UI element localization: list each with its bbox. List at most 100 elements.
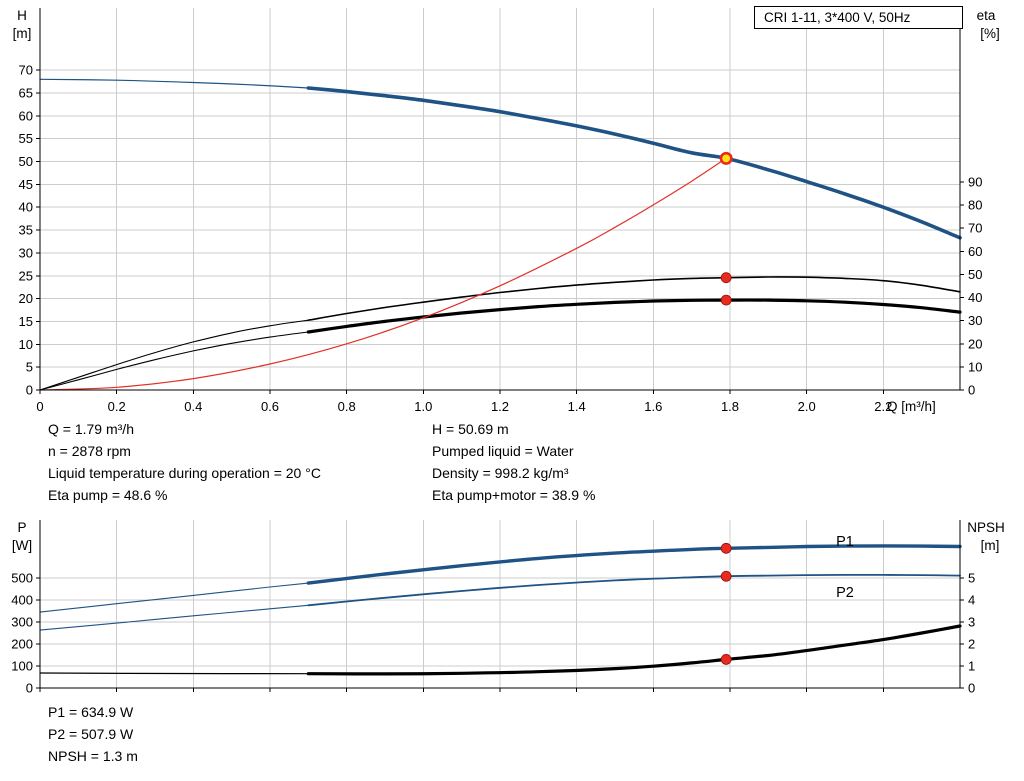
right-tick-label: 0: [968, 681, 975, 696]
right-tick-label: 20: [968, 336, 982, 351]
right-tick-label: 3: [968, 615, 975, 630]
left-tick-label: 500: [11, 570, 33, 585]
curve-p2-curve-lead: [39, 604, 309, 631]
left-tick-label: 0: [26, 681, 33, 696]
left-tick-label: 70: [19, 63, 33, 78]
right-tick-label: 10: [968, 359, 982, 374]
eta-pump-point: [720, 272, 732, 284]
left-tick-label: 0: [26, 383, 33, 398]
curve-p1-curve-lead: [39, 582, 309, 613]
x-tick-label: 1.0: [414, 399, 432, 414]
left-tick-label: 25: [19, 268, 33, 283]
curve-eta-pump-curve: [307, 276, 961, 321]
p2-point: [720, 570, 732, 582]
x-tick-label: 0.4: [184, 399, 202, 414]
right-axis-title: eta: [977, 8, 996, 23]
right-tick-label: 0: [968, 383, 975, 398]
right-tick-label: 40: [968, 290, 982, 305]
left-tick-label: 30: [19, 245, 33, 260]
density-value: Density = 998.2 kg/m³: [432, 465, 569, 481]
axis-titles: H [m] eta [%]: [13, 8, 1000, 41]
right-tick-label: 80: [968, 198, 982, 213]
right-tick-label: 50: [968, 267, 982, 282]
curve-eta-pump-motor-curve: [306, 298, 962, 334]
left-axis-unit: [W]: [12, 538, 32, 553]
curve-head-curve: [306, 86, 962, 240]
p1-point: [720, 542, 732, 554]
left-axis-unit: [m]: [13, 26, 32, 41]
left-tick-label: 400: [11, 592, 33, 607]
right-tick-label: 4: [968, 593, 975, 608]
right-tick-label: 5: [968, 571, 975, 586]
tick-labels: 0 5 10 15 20 25 30 35 40 45 50 55 60 65 70 0 10 20 30 40 50 6…: [19, 63, 983, 414]
curve-system-curve: [39, 157, 727, 391]
left-tick-label: 45: [19, 177, 33, 192]
grid: [40, 520, 960, 688]
npsh-value: NPSH = 1.3 m: [48, 748, 138, 764]
duty-point[interactable]: [719, 151, 733, 165]
eta-pump-value: Eta pump = 48.6 %: [48, 487, 168, 503]
x-tick-label: 1.4: [568, 399, 586, 414]
eta-pump-motor-value: Eta pump+motor = 38.9 %: [432, 487, 596, 503]
p1-curve-label: P1: [836, 534, 854, 550]
left-tick-label: 100: [11, 658, 33, 673]
curve-npsh-curve-lead: [39, 672, 309, 675]
speed-value: n = 2878 rpm: [48, 443, 131, 459]
left-axis-title: H: [17, 8, 27, 23]
npsh-point: [720, 654, 732, 665]
hq-performance-chart: 0 5 10 15 20 25 30 35 40 45 50 55 60 65 70 0 10 20 30 40 50 6…: [13, 8, 1000, 414]
left-tick-label: 35: [19, 223, 33, 238]
right-tick-label: 1: [968, 659, 975, 674]
axes: [36, 520, 964, 692]
operating-data-left: Q = 1.79 m³/h n = 2878 rpm Liquid temper…: [48, 418, 321, 506]
left-tick-label: 50: [19, 154, 33, 169]
left-tick-label: 55: [19, 131, 33, 146]
x-tick-label: 1.6: [644, 399, 662, 414]
x-tick-label: 2.2: [874, 399, 892, 414]
p1-value: P1 = 634.9 W: [48, 704, 134, 720]
curve-eta-pump-curve-lead: [39, 319, 309, 391]
head-value: H = 50.69 m: [432, 421, 509, 437]
left-tick-label: 60: [19, 108, 33, 123]
axes: [36, 8, 964, 394]
x-tick-label: 0: [36, 399, 43, 414]
eta-pump-motor-point: [720, 294, 732, 306]
power-npsh-data: P1 = 634.9 W P2 = 507.9 W NPSH = 1.3 m: [48, 701, 138, 767]
liquid-temperature-value: Liquid temperature during operation = 20…: [48, 465, 321, 481]
left-tick-label: 5: [26, 360, 33, 375]
operating-data-right: H = 50.69 m Pumped liquid = Water Densit…: [432, 418, 595, 506]
left-tick-label: 15: [19, 314, 33, 329]
x-tick-label: 2.0: [798, 399, 816, 414]
right-tick-label: 60: [968, 244, 982, 259]
x-tick-label: 0.8: [338, 399, 356, 414]
right-axis-unit: [%]: [980, 26, 1000, 41]
left-tick-label: 300: [11, 614, 33, 629]
curve-p1-curve: [306, 544, 962, 585]
left-tick-label: 20: [19, 291, 33, 306]
axis-titles: P [W] NPSH [m]: [12, 520, 1005, 553]
left-axis-title: P: [17, 520, 26, 535]
p2-curve-label: P2: [836, 585, 854, 601]
series: [39, 544, 962, 676]
pump-title-box: CRI 1-11, 3*400 V, 50Hz: [754, 6, 963, 29]
tick-labels: 0 100 200 300 400 500 0 1 2 3 4 5: [11, 570, 975, 695]
x-axis-label: Q [m³/h]: [887, 399, 936, 414]
x-tick-label: 1.8: [721, 399, 739, 414]
curve-npsh-curve: [306, 624, 962, 676]
pumped-liquid-value: Pumped liquid = Water: [432, 443, 574, 459]
right-tick-label: 30: [968, 313, 982, 328]
left-tick-label: 40: [19, 200, 33, 215]
left-tick-label: 10: [19, 337, 33, 352]
right-tick-label: 90: [968, 175, 982, 190]
series: [39, 78, 962, 391]
grid: [40, 8, 960, 390]
power-npsh-chart: 0 100 200 300 400 500 0 1 2 3 4 5 P [W] NPSH [m] P1 P2: [11, 520, 1005, 696]
left-tick-label: 200: [11, 636, 33, 651]
x-tick-label: 0.2: [108, 399, 126, 414]
flow-value: Q = 1.79 m³/h: [48, 421, 134, 437]
right-axis-title: NPSH: [967, 520, 1005, 535]
x-tick-label: 1.2: [491, 399, 509, 414]
p2-value: P2 = 507.9 W: [48, 726, 134, 742]
left-tick-label: 65: [19, 85, 33, 100]
